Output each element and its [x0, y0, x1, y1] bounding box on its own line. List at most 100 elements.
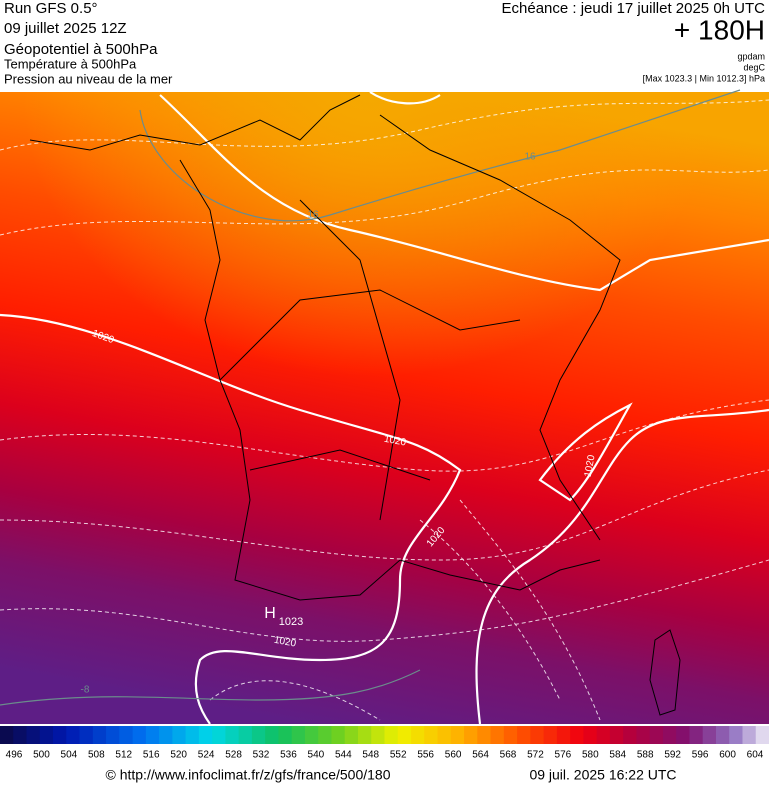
- scale-label: 516: [143, 750, 160, 761]
- scale-swatch: [357, 726, 372, 744]
- scale-swatch: [159, 726, 173, 744]
- scale-swatch: [0, 726, 14, 744]
- scale-swatch: [702, 726, 717, 744]
- map-label: 16: [524, 152, 536, 163]
- scale-swatch: [92, 726, 107, 744]
- scale-swatch: [26, 726, 41, 744]
- scale-swatch: [397, 726, 412, 744]
- scale-swatch: [198, 726, 213, 744]
- scale-swatch: [265, 726, 279, 744]
- map-field-warm: [0, 92, 769, 724]
- pressure-range: [Max 1023.3 | Min 1012.3] hPa: [643, 73, 765, 83]
- scale-label: 548: [362, 750, 379, 761]
- scale-label: 568: [500, 750, 517, 761]
- scale-label: 560: [445, 750, 462, 761]
- scale-label: 576: [555, 750, 572, 761]
- scale-swatch: [344, 726, 359, 744]
- scale-swatch: [251, 726, 266, 744]
- scale-swatch: [384, 726, 399, 744]
- scale-swatch: [106, 726, 120, 744]
- scale-label: 496: [6, 750, 23, 761]
- scale-label: 604: [747, 750, 764, 761]
- scale-swatch: [185, 726, 200, 744]
- scale-swatch: [172, 726, 187, 744]
- scale-swatch: [755, 726, 769, 744]
- scale-swatch: [66, 726, 81, 744]
- scale-label: 564: [472, 750, 489, 761]
- scale-label: 504: [61, 750, 78, 761]
- map-label: 16: [307, 210, 319, 221]
- scale-swatch: [132, 726, 147, 744]
- scale-label: 596: [692, 750, 709, 761]
- unit-temp: degC: [743, 62, 765, 72]
- scale-label: 572: [527, 750, 544, 761]
- scale-label: 580: [582, 750, 599, 761]
- map-label: 1020: [583, 454, 598, 478]
- scale-label: 524: [198, 750, 215, 761]
- scale-swatch: [331, 726, 346, 744]
- scale-swatch: [278, 726, 293, 744]
- scale-swatch: [503, 726, 518, 744]
- map-label: 1023: [279, 616, 303, 628]
- temp-zero-lines: [0, 89, 741, 706]
- scale-label: 528: [225, 750, 242, 761]
- scale-swatch: [225, 726, 240, 744]
- pressure-isolines: [0, 91, 769, 725]
- map-label: 1020: [273, 635, 297, 650]
- color-scale: 496 500 504 508 512 516 520 524 528 532 536 540 544 5…: [0, 726, 769, 761]
- scale-swatch: [53, 726, 67, 744]
- scale-swatch: [145, 726, 160, 744]
- scale-swatch: [13, 726, 28, 744]
- scale-swatch: [636, 726, 651, 744]
- scale-swatch: [689, 726, 704, 744]
- scale-swatch: [464, 726, 478, 744]
- scale-label: 508: [88, 750, 105, 761]
- scale-swatch: [79, 726, 94, 744]
- scale-label: 592: [664, 750, 681, 761]
- scale-label: 556: [417, 750, 434, 761]
- scale-swatch: [437, 726, 452, 744]
- scale-swatch: [212, 726, 226, 744]
- scale-label: 532: [253, 750, 270, 761]
- scale-swatch: [729, 726, 743, 744]
- scale-label: 552: [390, 750, 407, 761]
- scale-swatch: [517, 726, 531, 744]
- scale-swatch: [490, 726, 505, 744]
- scale-swatch: [39, 726, 54, 744]
- forecast-offset: + 180H: [674, 14, 765, 45]
- coastlines: [29, 94, 681, 716]
- scale-swatch: [477, 726, 492, 744]
- scale-swatch: [556, 726, 571, 744]
- footer-timestamp: 09 juil. 2025 16:22 UTC: [529, 767, 676, 783]
- scale-swatch: [424, 726, 439, 744]
- scale-swatch: [742, 726, 757, 744]
- scale-swatch: [583, 726, 598, 744]
- scale-swatch: [649, 726, 664, 744]
- scale-swatch: [530, 726, 545, 744]
- scale-swatch: [623, 726, 637, 744]
- scale-swatch: [371, 726, 385, 744]
- forecast-time: Echéance : jeudi 17 juillet 2025 0h UTC: [502, 0, 766, 17]
- temp-label: Température à 500hPa: [4, 56, 137, 71]
- scale-swatch: [291, 726, 306, 744]
- scale-label: 536: [280, 750, 297, 761]
- scale-label: 540: [308, 750, 325, 761]
- run-title: Run GFS 0.5°: [4, 0, 98, 17]
- scale-label: 588: [637, 750, 654, 761]
- scale-swatch: [450, 726, 465, 744]
- scale-swatch: [662, 726, 677, 744]
- footer-url: © http://www.infoclimat.fr/z/gfs/france/…: [106, 767, 391, 783]
- scale-swatch: [609, 726, 624, 744]
- scale-swatch: [318, 726, 332, 744]
- scale-swatch: [119, 726, 134, 744]
- scale-label: 584: [609, 750, 626, 761]
- map-label: -8: [81, 685, 90, 696]
- scale-swatch: [570, 726, 584, 744]
- temperature-isolines: [0, 99, 769, 721]
- map-label: H: [264, 605, 276, 622]
- scale-swatch: [304, 726, 319, 744]
- pressure-label: Pression au niveau de la mer: [4, 71, 173, 86]
